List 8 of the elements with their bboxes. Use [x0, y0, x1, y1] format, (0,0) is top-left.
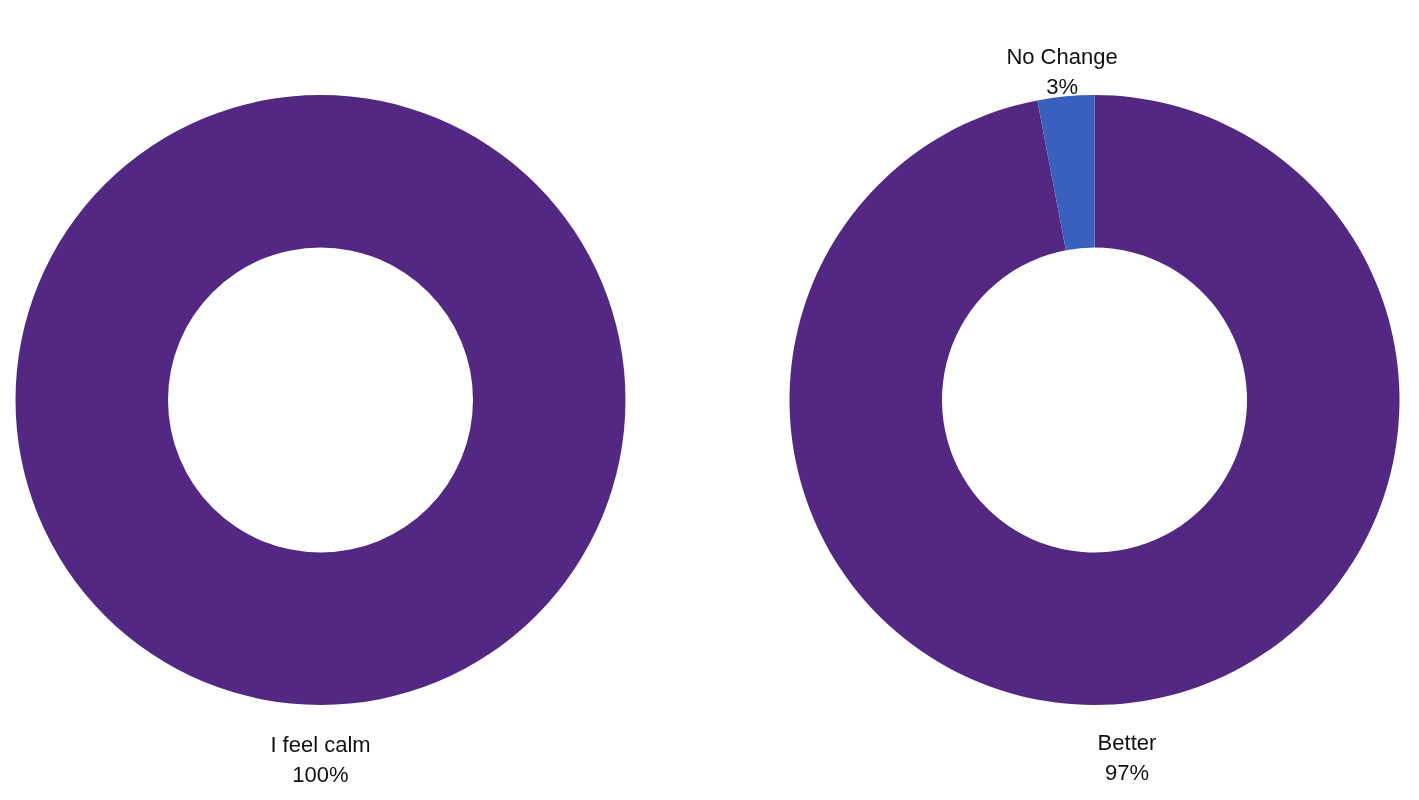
slice-label: Better — [1097, 730, 1157, 756]
slice-label: No Change — [1006, 43, 1118, 69]
slice-label: I feel calm — [270, 732, 371, 757]
donut-slice — [1037, 95, 1095, 251]
data-label: 97% — [1104, 760, 1149, 786]
data-label: 100% — [292, 762, 349, 787]
donut-slice — [789, 95, 1400, 705]
data-label: 3% — [1046, 73, 1078, 99]
